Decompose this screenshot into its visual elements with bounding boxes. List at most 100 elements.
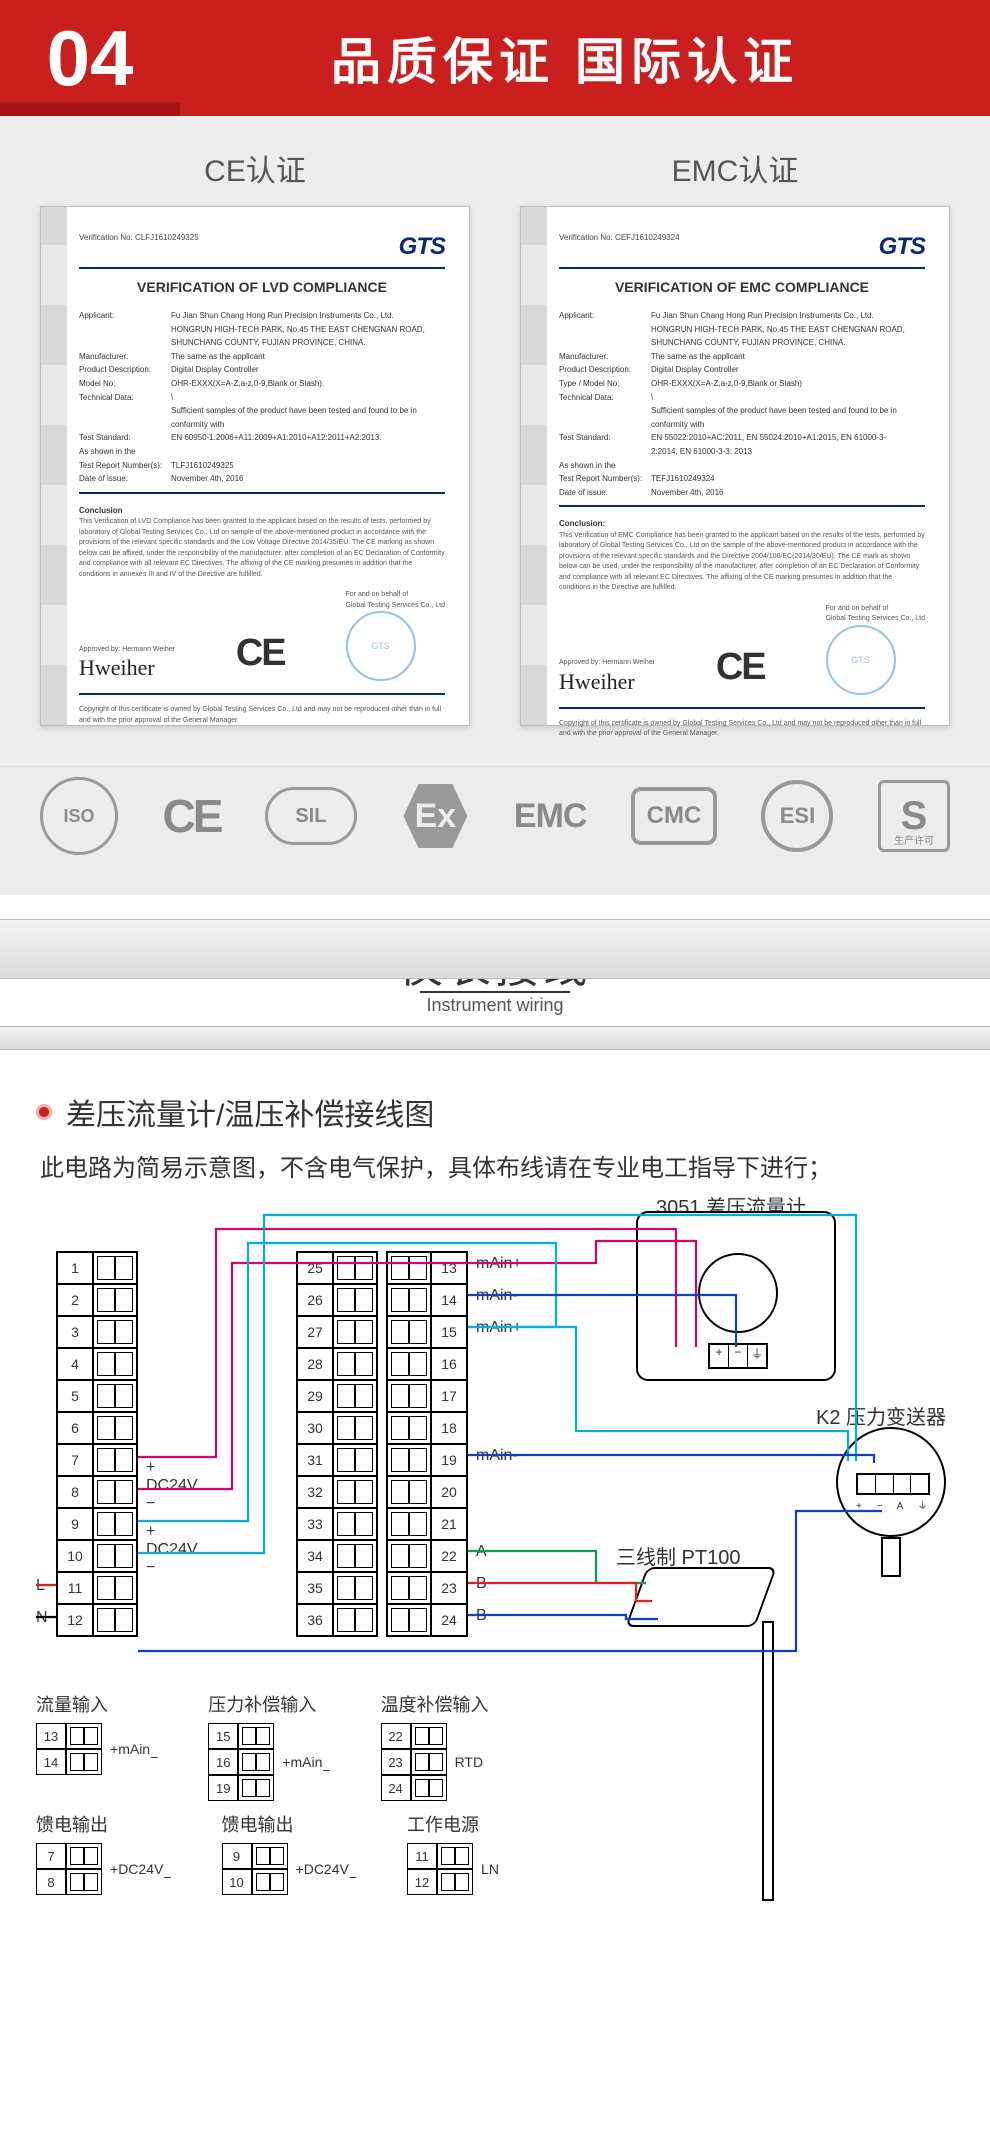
terminal-block-left: 123456789101112 <box>56 1251 138 1637</box>
terminal-27: 27 <box>297 1316 333 1348</box>
cert-heading: VERIFICATION OF LVD COMPLIANCE <box>79 279 445 295</box>
terminal-slot <box>333 1604 377 1636</box>
terminal-35: 35 <box>297 1572 333 1604</box>
gts-stamp: GTS <box>346 611 416 681</box>
terminal-slot <box>333 1444 377 1476</box>
cert-rule <box>79 267 445 269</box>
grey-bar-top <box>0 919 990 979</box>
terminal-23: 23 <box>431 1572 467 1604</box>
conclusion-h: Conclusion: <box>559 517 925 531</box>
terminal-26: 26 <box>297 1284 333 1316</box>
banner-number-box: 04 <box>0 0 180 116</box>
cert-heading: VERIFICATION OF EMC COMPLIANCE <box>559 279 925 295</box>
terminal-slot <box>387 1444 431 1476</box>
terminal-8: 8 <box>57 1476 93 1508</box>
terminal-slot <box>333 1540 377 1572</box>
terminal-12: 12 <box>57 1604 93 1636</box>
terminal-slot <box>93 1508 137 1540</box>
conclusion-text: This Verification of EMC Compliance has … <box>559 531 925 594</box>
wiring-header: 仪表接线 Instrument wiring <box>0 919 990 1050</box>
terminal-slot <box>93 1380 137 1412</box>
approved-by: Approved by: Hermann Weiher <box>559 658 655 669</box>
terminal-slot <box>333 1252 377 1284</box>
banner-number: 04 <box>47 19 134 97</box>
verif-no: CLFJ1610249325 <box>135 233 199 242</box>
cert-foot: Copyright of this certificate is owned b… <box>79 705 445 726</box>
cert-kv-block: Applicant:Fu Jian Shun Chang Hong Run Pr… <box>559 309 925 499</box>
terminal-31: 31 <box>297 1444 333 1476</box>
terminal-15: 15 <box>431 1316 467 1348</box>
main-minus-2: mAin- <box>476 1447 518 1465</box>
terminal-4: 4 <box>57 1348 93 1380</box>
device-3051: + − ⏚ <box>636 1211 836 1381</box>
verif-no: CEFJ1610249324 <box>615 233 680 242</box>
bullet-row: 差压流量计/温压补偿接线图 <box>36 1090 954 1134</box>
iso-logo: ISO <box>40 777 118 855</box>
terminal-slot <box>93 1316 137 1348</box>
n-label: N <box>36 1609 48 1627</box>
legend-press-in: 压力补偿输入 15 16 19 +mAin− <box>208 1691 330 1801</box>
terminal-11: 11 <box>57 1572 93 1604</box>
terminal-slot <box>387 1380 431 1412</box>
terminal-19: 19 <box>431 1444 467 1476</box>
cert-emc-column: EMC认证 Verification No: CEFJ1610249324 GT… <box>520 146 950 726</box>
cert-rule <box>559 707 925 709</box>
device-pt100-probe <box>762 1621 774 1901</box>
banner-title: 品质保证 国际认证 <box>180 22 990 94</box>
terminal-10: 10 <box>57 1540 93 1572</box>
cert-rule <box>79 693 445 695</box>
wiring-title-en: Instrument wiring <box>420 991 569 1016</box>
terminal-17: 17 <box>431 1380 467 1412</box>
terminal-6: 6 <box>57 1412 93 1444</box>
signature: Hweiher <box>79 655 175 681</box>
behalf: For and on behalf of Global Testing Serv… <box>826 604 925 625</box>
terminal-7: 7 <box>57 1444 93 1476</box>
terminal-18: 18 <box>431 1412 467 1444</box>
legend-feed-a: 馈电输出 7 8 +DC24V− <box>36 1811 172 1895</box>
terminal-slot <box>93 1540 137 1572</box>
esi-logo: ESI <box>761 780 833 852</box>
sub-note: 此电路为简易示意图，不含电气保护，具体布线请在专业电工指导下进行； <box>40 1148 954 1183</box>
ce-mark: CE <box>236 632 285 675</box>
a-label: A <box>476 1543 487 1561</box>
device-pt100-label: 三线制 PT100 <box>616 1541 740 1570</box>
terminal-slot <box>333 1284 377 1316</box>
terminal-slot <box>93 1412 137 1444</box>
verif-no-label: Verification No: <box>559 233 613 242</box>
conclusion-h: Conclusion <box>79 504 445 518</box>
terminal-slot <box>387 1476 431 1508</box>
l-label: L <box>36 1577 45 1595</box>
legend-row-1: 流量输入 13 14 +mAin− 压力补偿输入 15 16 19 <box>36 1691 489 1801</box>
terminal-24: 24 <box>431 1604 467 1636</box>
main-plus-1: mAin+ <box>476 1255 522 1273</box>
terminal-28: 28 <box>297 1348 333 1380</box>
terminal-20: 20 <box>431 1476 467 1508</box>
terminal-1: 1 <box>57 1252 93 1284</box>
signature: Hweiher <box>559 669 655 695</box>
terminal-30: 30 <box>297 1412 333 1444</box>
terminal-2: 2 <box>57 1284 93 1316</box>
dc24v-label-b: +DC24V− <box>146 1523 198 1577</box>
behalf: For and on behalf of Global Testing Serv… <box>346 590 445 611</box>
terminal-slot <box>333 1572 377 1604</box>
terminal-slot <box>333 1316 377 1348</box>
gts-logo: GTS <box>399 233 445 261</box>
legend-feed-b: 馈电输出 9 10 +DC24V− <box>222 1811 358 1895</box>
wiring-body: 差压流量计/温压补偿接线图 此电路为简易示意图，不含电气保护，具体布线请在专业电… <box>0 1050 990 1931</box>
conclusion-text: This Verification of LVD Compliance has … <box>79 517 445 580</box>
terminal-29: 29 <box>297 1380 333 1412</box>
b1-label: B <box>476 1575 487 1593</box>
terminal-slot <box>93 1252 137 1284</box>
emc-logo: EMC <box>514 797 587 836</box>
terminal-block-mid: 252627282930313233343536 <box>296 1251 378 1637</box>
terminal-9: 9 <box>57 1508 93 1540</box>
terminal-slot <box>93 1284 137 1316</box>
bullet-title: 差压流量计/温压补偿接线图 <box>66 1090 434 1134</box>
terminal-slot <box>93 1604 137 1636</box>
verif-no-label: Verification No: <box>79 233 133 242</box>
section-banner: 04 品质保证 国际认证 <box>0 0 990 116</box>
cert-emc-label: EMC认证 <box>520 146 950 190</box>
gts-stamp: GTS <box>826 625 896 695</box>
terminal-slot <box>387 1316 431 1348</box>
legend-temp-in: 温度补偿输入 22 23 24 RTD <box>381 1691 489 1801</box>
